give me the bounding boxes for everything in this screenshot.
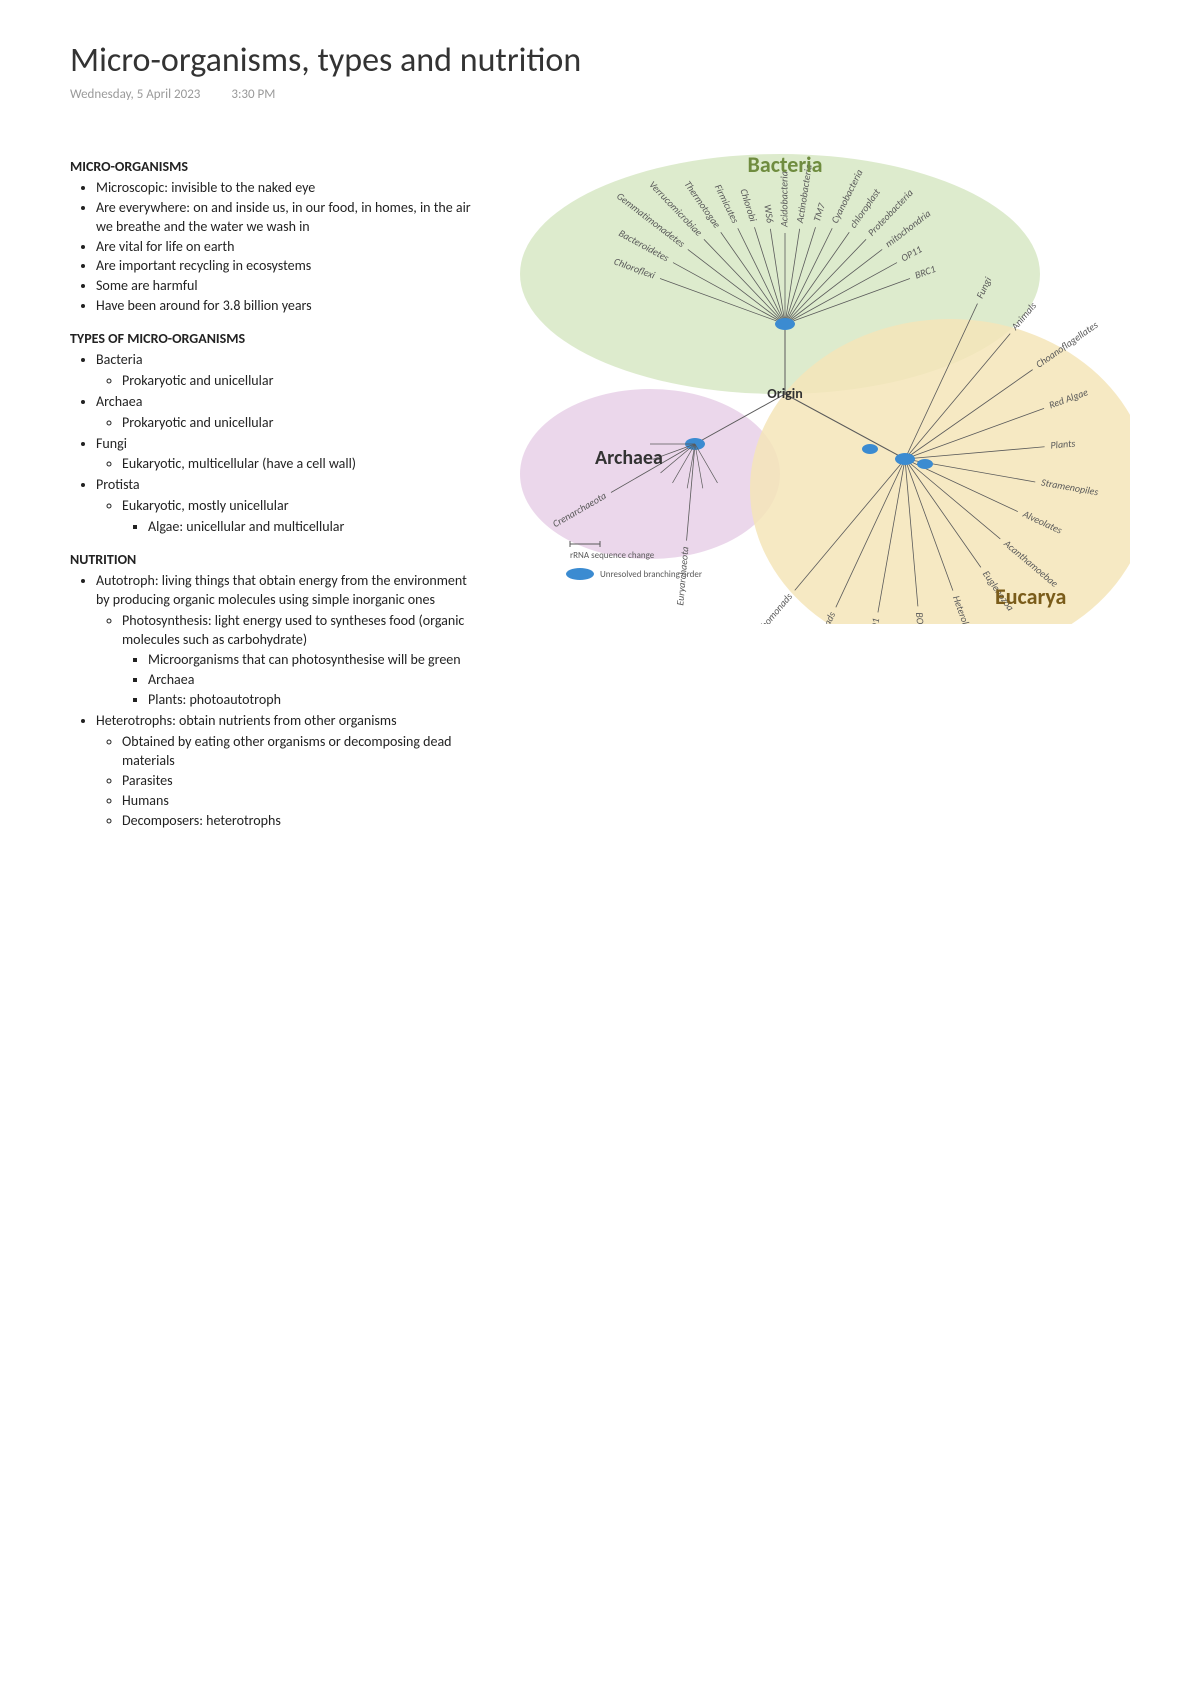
- list-item: Plants: photoautotroph: [148, 691, 480, 710]
- photo-label: Photosynthesis: light energy used to syn…: [122, 612, 464, 648]
- list-item: Photosynthesis: light energy used to syn…: [122, 612, 480, 710]
- domain-label-eucarya: Eucarya: [995, 583, 1066, 610]
- branch-label: Trichomonads: [748, 590, 795, 624]
- list-item: Archaea: [148, 671, 480, 690]
- list-item: Prokaryotic and unicellular: [122, 414, 480, 433]
- list-item: Microscopic: invisible to the naked eye: [96, 179, 480, 198]
- time-text: 3:30 PM: [231, 87, 275, 102]
- autotroph-label: Autotroph: living things that obtain ene…: [96, 572, 467, 608]
- sub-label: Eukaryotic, mostly unicellular: [122, 497, 289, 514]
- list-item: Are important recycling in ecosystems: [96, 257, 480, 276]
- list-item: Parasites: [122, 772, 480, 791]
- section-head-types: TYPES OF MICRO-ORGANISMS: [70, 330, 480, 349]
- branch-label: Acidobacteria: [777, 171, 790, 228]
- list-item: Humans: [122, 792, 480, 811]
- type-label: Fungi: [96, 435, 127, 452]
- list-item: Are vital for life on earth: [96, 238, 480, 257]
- hetero-label: Heterotrophs: obtain nutrients from othe…: [96, 712, 397, 729]
- legend-rrna: rRNA sequence change: [570, 550, 655, 561]
- type-label: Bacteria: [96, 351, 143, 368]
- phylogeny-diagram: ChloroflexiBacteroidetesGemmatimonadetes…: [510, 144, 1130, 624]
- domain-label-archaea: Archaea: [595, 446, 663, 470]
- type-label: Archaea: [96, 393, 142, 410]
- origin-label: Origin: [767, 385, 802, 402]
- date-text: Wednesday, 5 April 2023: [70, 87, 200, 102]
- list-item: Eukaryotic, multicellular (have a cell w…: [122, 455, 480, 474]
- section-head-nutrition: NUTRITION: [70, 551, 480, 570]
- list-item: Fungi Eukaryotic, multicellular (have a …: [96, 435, 480, 475]
- type-label: Protista: [96, 476, 140, 493]
- list-item: Algae: unicellular and multicellular: [148, 518, 480, 537]
- branch-label: WS6: [761, 204, 777, 224]
- legend-unresolved: Unresolved branching order: [600, 569, 702, 580]
- branch-label: BOL3: [913, 612, 928, 624]
- list-item: Are everywhere: on and inside us, in our…: [96, 199, 480, 237]
- list-item: Prokaryotic and unicellular: [122, 372, 480, 391]
- list-item: Bacteria Prokaryotic and unicellular: [96, 351, 480, 391]
- page-title: Micro-organisms, types and nutrition: [70, 40, 1130, 81]
- section-head-microorganisms: MICRO-ORGANISMS: [70, 158, 480, 177]
- list-item: Decomposers: heterotrophs: [122, 812, 480, 831]
- notes-column: MICRO-ORGANISMS Microscopic: invisible t…: [70, 144, 480, 833]
- list-item: Protista Eukaryotic, mostly unicellular …: [96, 476, 480, 537]
- list-nutrition: Autotroph: living things that obtain ene…: [70, 572, 480, 831]
- list-item: Obtained by eating other organisms or de…: [122, 733, 480, 771]
- domain-label-bacteria: Bacteria: [748, 151, 823, 178]
- page-meta: Wednesday, 5 April 2023 3:30 PM: [70, 87, 1130, 102]
- branch-label: Plants: [1050, 437, 1076, 452]
- list-item: Archaea Prokaryotic and unicellular: [96, 393, 480, 433]
- list-item: Microorganisms that can photosynthesise …: [148, 651, 480, 670]
- list-item: Have been around for 3.8 billion years: [96, 297, 480, 316]
- list-item: Heterotrophs: obtain nutrients from othe…: [96, 712, 480, 830]
- list-types: Bacteria Prokaryotic and unicellular Arc…: [70, 351, 480, 537]
- list-item: Eukaryotic, mostly unicellular Algae: un…: [122, 497, 480, 537]
- list-item: Some are harmful: [96, 277, 480, 296]
- list-microorganisms: Microscopic: invisible to the naked eye …: [70, 179, 480, 316]
- list-item: Autotroph: living things that obtain ene…: [96, 572, 480, 710]
